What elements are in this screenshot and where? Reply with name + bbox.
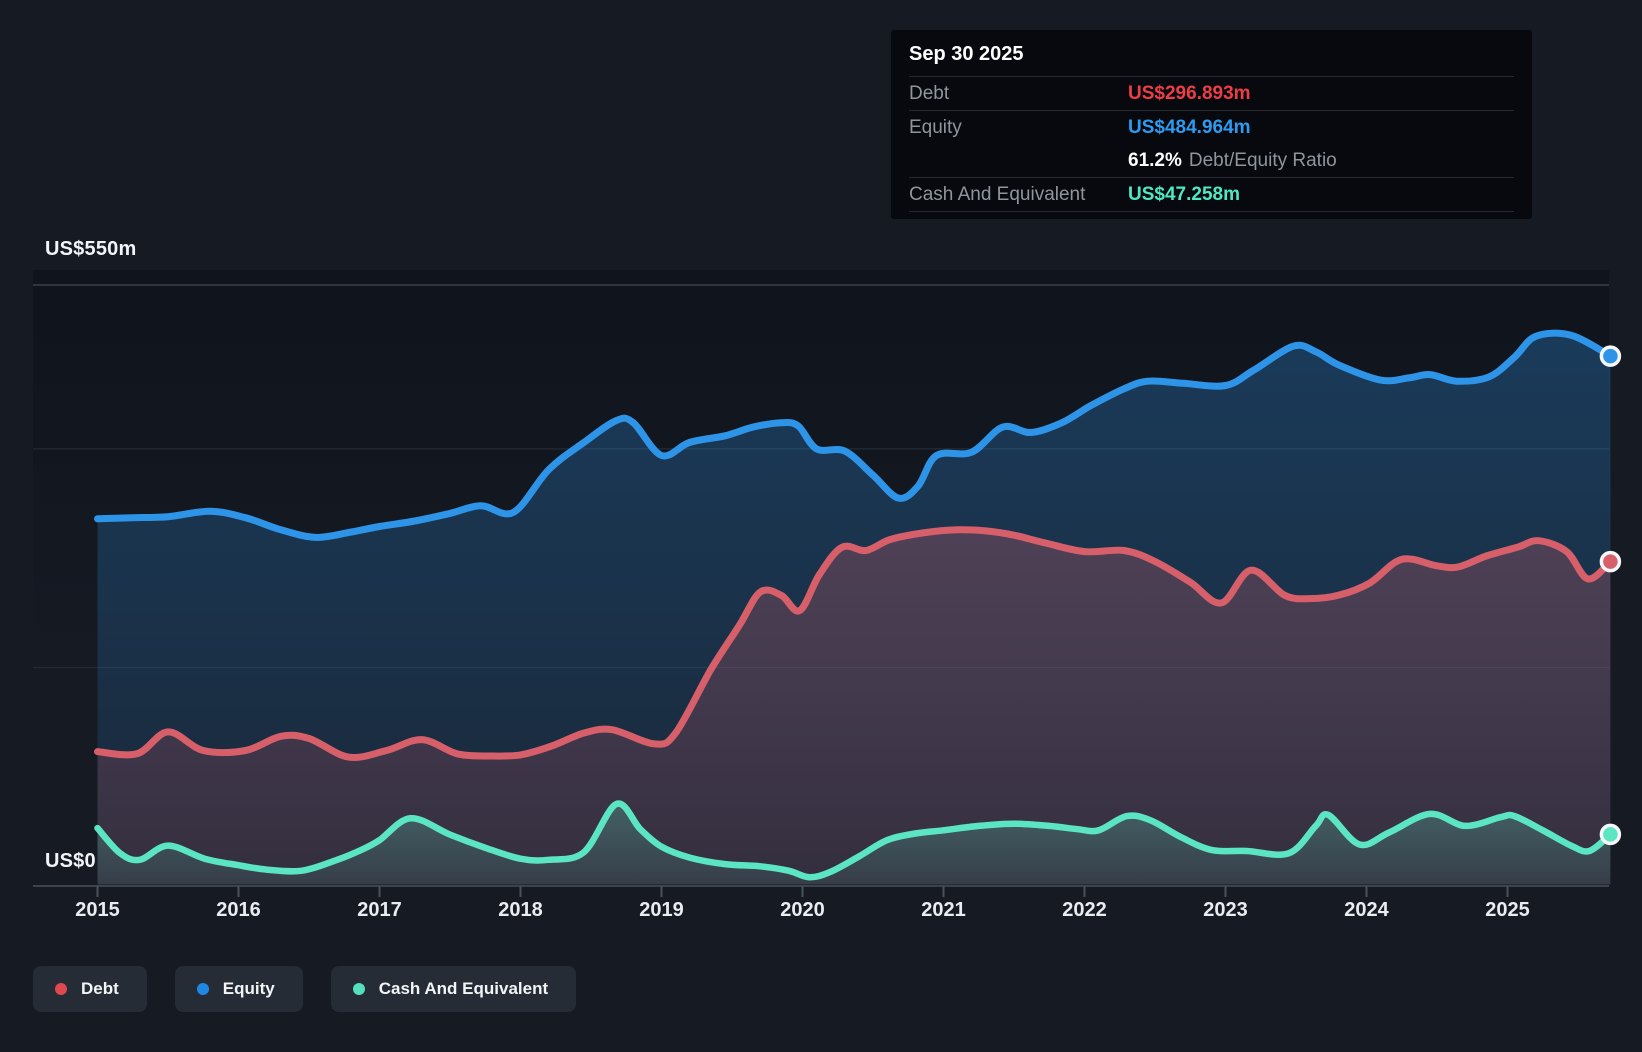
x-axis-label-2022: 2022 <box>1040 899 1130 922</box>
tooltip-row-equity: Equity US$484.964m <box>909 111 1514 144</box>
legend-item-equity[interactable]: Equity <box>175 966 303 1012</box>
debt-equity-history-page: US$550m US$0 2015 2016 2017 2018 2019 2020 202… <box>0 0 1642 1052</box>
tooltip-panel: Sep 30 2025 Debt US$296.893m Equity US$4… <box>891 30 1532 219</box>
equity-series-dot-icon <box>197 983 209 995</box>
x-axis-label-2015: 2015 <box>53 899 143 922</box>
tooltip-equity-value: US$484.964m <box>1128 117 1251 139</box>
legend-cash-label: Cash And Equivalent <box>379 979 548 999</box>
x-axis-label-2018: 2018 <box>476 899 566 922</box>
tooltip-row-debt: Debt US$296.893m <box>909 77 1514 111</box>
x-axis-label-2023: 2023 <box>1181 899 1271 922</box>
y-axis-label-zero: US$0 <box>45 850 96 873</box>
x-axis-label-2021: 2021 <box>899 899 989 922</box>
tooltip-debt-label: Debt <box>909 83 1128 105</box>
tooltip-ratio-label: Debt/Equity Ratio <box>1189 150 1337 172</box>
tooltip-cash-value: US$47.258m <box>1128 184 1240 206</box>
tooltip-ratio-value: 61.2% <box>1128 150 1182 172</box>
x-axis-label-2024: 2024 <box>1322 899 1412 922</box>
tooltip-date: Sep 30 2025 <box>909 30 1514 77</box>
x-axis-label-2025: 2025 <box>1463 899 1553 922</box>
legend-item-cash[interactable]: Cash And Equivalent <box>331 966 576 1012</box>
tooltip-equity-label: Equity <box>909 117 1128 139</box>
tooltip-debt-value: US$296.893m <box>1128 83 1251 105</box>
cash-series-dot-icon <box>353 983 365 995</box>
tooltip-row-ratio: 61.2% Debt/Equity Ratio <box>909 144 1514 177</box>
x-axis-label-2019: 2019 <box>617 899 707 922</box>
tooltip-row-cash: Cash And Equivalent US$47.258m <box>909 177 1514 212</box>
tooltip-cash-label: Cash And Equivalent <box>909 184 1128 206</box>
legend: Debt Equity Cash And Equivalent <box>33 966 576 1012</box>
legend-debt-label: Debt <box>81 979 119 999</box>
legend-item-debt[interactable]: Debt <box>33 966 147 1012</box>
y-axis-label-max: US$550m <box>45 238 136 261</box>
x-axis-label-2017: 2017 <box>335 899 425 922</box>
x-axis-label-2020: 2020 <box>758 899 848 922</box>
debt-series-dot-icon <box>55 983 67 995</box>
legend-equity-label: Equity <box>223 979 275 999</box>
x-axis-label-2016: 2016 <box>194 899 284 922</box>
